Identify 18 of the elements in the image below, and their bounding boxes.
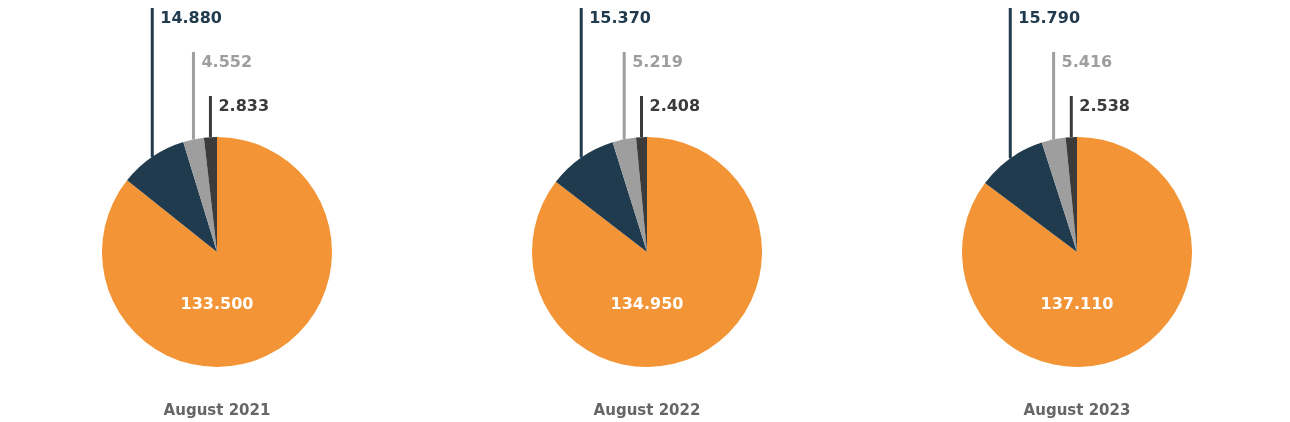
data-label: 14.880 — [160, 8, 223, 27]
text: August 2022 — [593, 401, 701, 419]
data-label: 5.416 — [1061, 52, 1113, 71]
data-label: 4.552 — [201, 52, 253, 71]
data-label: 134.950 — [610, 294, 684, 313]
data-label: 5.219 — [632, 52, 683, 71]
text: August 2021 — [163, 401, 271, 419]
data-label: 2.833 — [218, 96, 270, 115]
data-label: 137.110 — [1040, 294, 1114, 313]
data-label: 15.790 — [1018, 8, 1081, 27]
pie-slice — [962, 137, 1192, 367]
data-label: 15.370 — [589, 8, 651, 27]
pie-slice — [102, 137, 332, 367]
data-label: 133.500 — [180, 294, 254, 313]
data-label: 2.538 — [1079, 96, 1130, 115]
pie-slice — [532, 137, 762, 367]
text: August 2023 — [1023, 401, 1131, 419]
data-label: 2.408 — [649, 96, 701, 115]
